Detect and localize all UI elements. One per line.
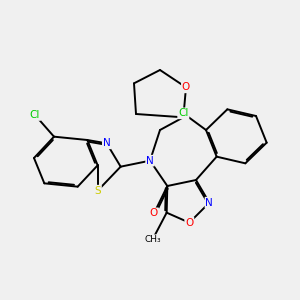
Text: Cl: Cl: [30, 110, 40, 120]
Text: O: O: [185, 218, 194, 228]
Text: O: O: [150, 208, 158, 218]
Text: N: N: [103, 138, 110, 148]
Text: Cl: Cl: [178, 108, 188, 118]
Text: CH₃: CH₃: [144, 235, 161, 244]
Text: S: S: [94, 186, 101, 196]
Text: N: N: [146, 156, 154, 166]
Text: O: O: [182, 82, 190, 92]
Text: N: N: [206, 198, 213, 208]
